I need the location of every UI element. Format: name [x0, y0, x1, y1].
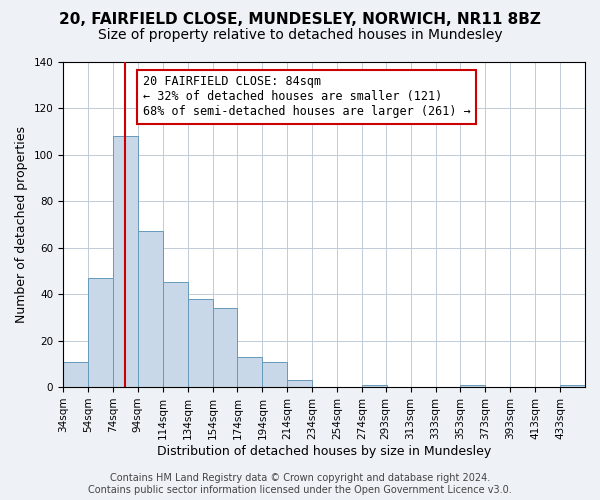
- Bar: [287, 380, 312, 387]
- Bar: [212, 308, 238, 387]
- Bar: [362, 385, 387, 387]
- Bar: [188, 298, 212, 387]
- Bar: [138, 232, 163, 387]
- Y-axis label: Number of detached properties: Number of detached properties: [15, 126, 28, 323]
- Bar: [560, 385, 585, 387]
- Text: 20, FAIRFIELD CLOSE, MUNDESLEY, NORWICH, NR11 8BZ: 20, FAIRFIELD CLOSE, MUNDESLEY, NORWICH,…: [59, 12, 541, 28]
- X-axis label: Distribution of detached houses by size in Mundesley: Distribution of detached houses by size …: [157, 444, 491, 458]
- Bar: [88, 278, 113, 387]
- Text: 20 FAIRFIELD CLOSE: 84sqm
← 32% of detached houses are smaller (121)
68% of semi: 20 FAIRFIELD CLOSE: 84sqm ← 32% of detac…: [143, 76, 470, 118]
- Text: Contains HM Land Registry data © Crown copyright and database right 2024.
Contai: Contains HM Land Registry data © Crown c…: [88, 474, 512, 495]
- Bar: [262, 362, 287, 387]
- Bar: [460, 385, 485, 387]
- Bar: [63, 362, 88, 387]
- Text: Size of property relative to detached houses in Mundesley: Size of property relative to detached ho…: [98, 28, 502, 42]
- Bar: [238, 357, 262, 387]
- Bar: [113, 136, 138, 387]
- Bar: [163, 282, 188, 387]
